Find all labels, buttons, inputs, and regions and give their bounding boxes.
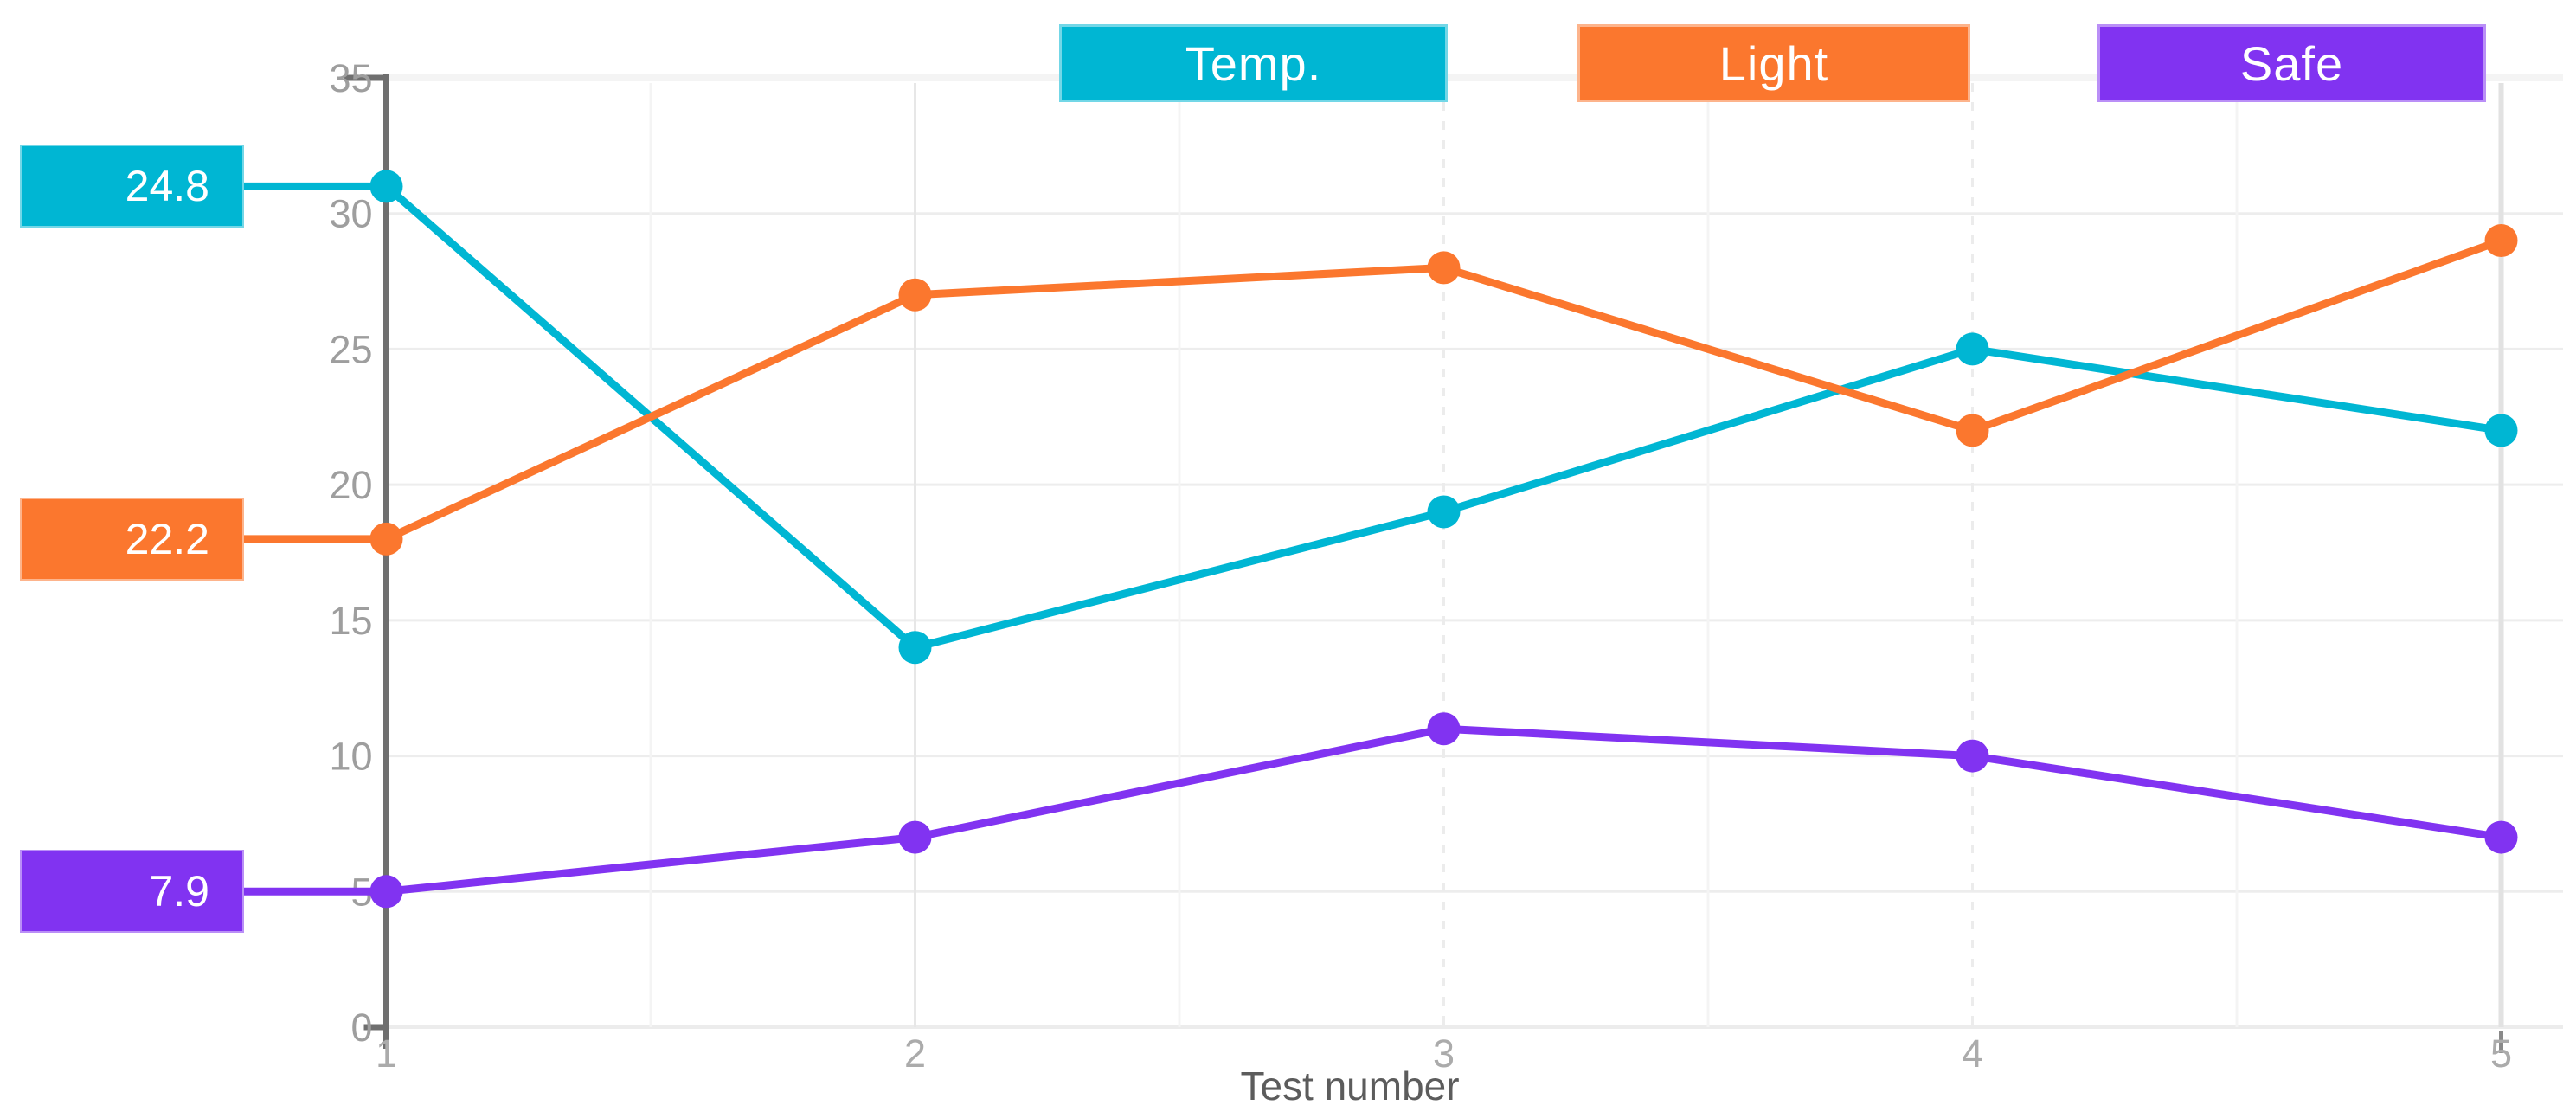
data-point-safe-x4[interactable] [1956, 739, 1989, 773]
value-badge-safe: 7.9 [20, 850, 244, 934]
y-tick-label-25: 25 [329, 327, 372, 371]
badge-value-light: 22.2 [125, 514, 209, 563]
data-point-light-x3[interactable] [1427, 251, 1461, 285]
y-axis-tick-0 [363, 1024, 387, 1031]
value-badge-temp: 24.8 [20, 145, 244, 228]
badge-value-safe: 7.9 [149, 867, 209, 916]
legend-label-safe: Safe [2239, 35, 2344, 91]
data-point-temp-x1[interactable] [369, 170, 403, 203]
x-axis-title: Test number [1240, 1063, 1460, 1108]
y-axis-line [383, 74, 389, 1049]
data-point-light-x1[interactable] [369, 522, 403, 556]
data-point-safe-x1[interactable] [369, 875, 403, 909]
legend-button-temp[interactable]: Temp. [1059, 24, 1448, 102]
legend-button-safe[interactable]: Safe [2097, 24, 2486, 102]
y-tick-label-35: 35 [329, 56, 372, 100]
y-tick-label-0: 0 [350, 1006, 372, 1050]
legend-button-light[interactable]: Light [1577, 24, 1970, 102]
y-tick-label-15: 15 [329, 599, 372, 643]
legend-label-light: Light [1718, 35, 1829, 91]
y-tick-label-30: 30 [329, 192, 372, 236]
y-axis-tick-35 [344, 74, 387, 81]
x-tick-label-2: 2 [904, 1031, 926, 1076]
x-tick-label-3: 3 [1433, 1031, 1455, 1076]
data-point-light-x4[interactable] [1956, 414, 1989, 447]
data-point-temp-x2[interactable] [898, 631, 932, 665]
legend-label-temp: Temp. [1185, 35, 1322, 91]
value-badge-light: 22.2 [20, 497, 244, 581]
x-tick-label-4: 4 [1962, 1031, 1983, 1076]
badge-value-temp: 24.8 [125, 162, 209, 211]
data-point-safe-x5[interactable] [2484, 820, 2518, 854]
data-point-safe-x3[interactable] [1427, 712, 1461, 746]
data-point-light-x2[interactable] [898, 278, 932, 312]
data-point-light-x5[interactable] [2484, 224, 2518, 258]
data-point-temp-x5[interactable] [2484, 414, 2518, 447]
x-axis-tick-5 [2499, 1031, 2503, 1053]
data-point-safe-x2[interactable] [898, 820, 932, 854]
x-tick-label-5: 5 [2490, 1031, 2512, 1076]
y-tick-label-10: 10 [329, 735, 372, 779]
y-tick-label-20: 20 [329, 463, 372, 507]
data-point-temp-x4[interactable] [1956, 332, 1989, 366]
x-tick-label-1: 1 [376, 1031, 397, 1076]
data-point-temp-x3[interactable] [1427, 495, 1461, 529]
